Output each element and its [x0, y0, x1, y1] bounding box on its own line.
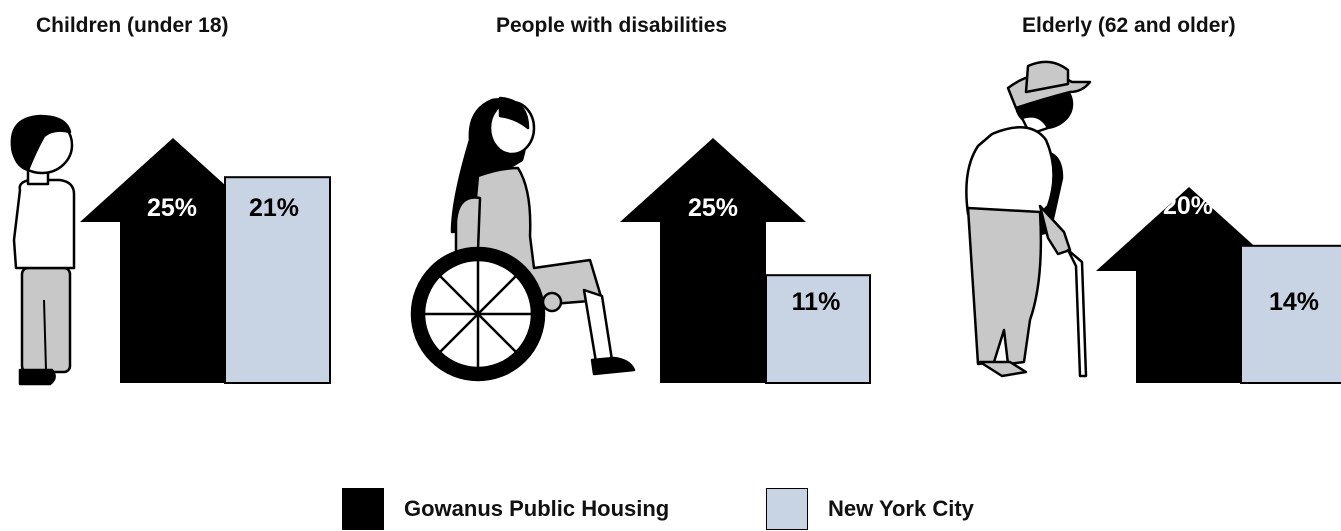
bar-nyc-disabilities: [765, 274, 871, 385]
elderly-with-cane-icon: [965, 60, 1092, 378]
title-disabilities: People with disabilities: [496, 14, 728, 37]
title-children: Children (under 18): [36, 14, 229, 37]
child-figure-icon: [10, 114, 76, 386]
value-label-gowanus-children: 25%: [147, 194, 197, 222]
legend-item-nyc: New York City: [766, 488, 974, 530]
legend-swatch-nyc: [766, 488, 808, 530]
title-elderly: Elderly (62 and older): [1022, 14, 1236, 37]
legend-swatch-gowanus: [342, 488, 384, 530]
legend-label-gowanus: Gowanus Public Housing: [404, 496, 670, 521]
wheelchair-user-icon: [410, 96, 636, 382]
bar-chart: 25% 21% 25% 11% 20% 14%: [10, 60, 1341, 386]
value-label-gowanus-elderly: 20%: [1163, 192, 1213, 220]
bar-gowanus-disabilities: [620, 138, 806, 383]
bar-gowanus-elderly: [1096, 187, 1282, 383]
legend-label-nyc: New York City: [828, 496, 974, 521]
legend-item-gowanus: Gowanus Public Housing: [342, 488, 669, 530]
value-label-gowanus-disabilities: 25%: [688, 194, 738, 222]
value-label-nyc-disabilities: 11%: [792, 288, 841, 316]
value-label-nyc-elderly: 14%: [1269, 288, 1319, 316]
bar-nyc-elderly: [1240, 244, 1341, 384]
bar-gowanus-children: [80, 138, 266, 383]
bar-nyc-children: [224, 176, 331, 384]
value-label-nyc-children: 21%: [249, 194, 299, 222]
